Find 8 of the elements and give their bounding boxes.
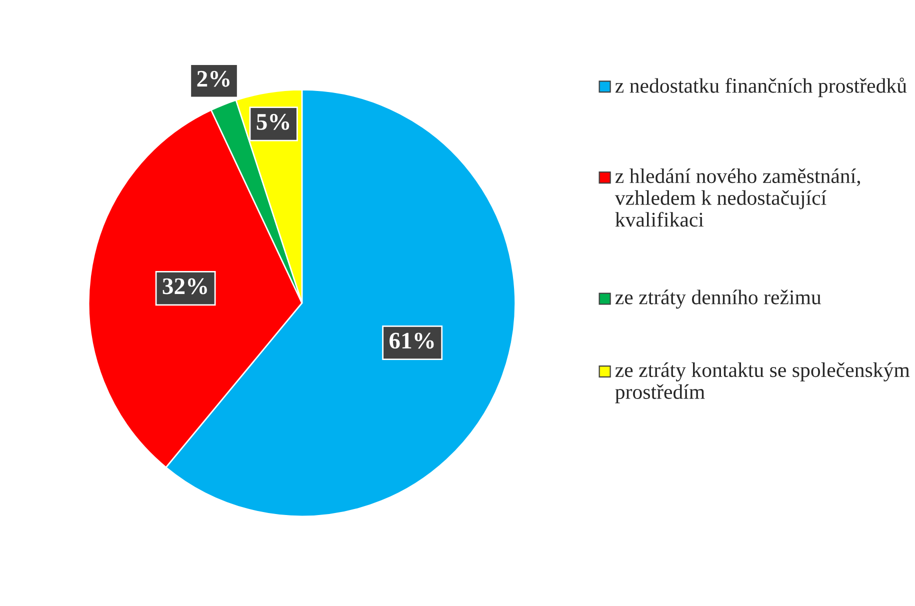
data-label: 2% (197, 70, 230, 87)
legend-label: ze ztráty denního režimu (615, 290, 822, 309)
legend-label: z hledání nového zaměstnání, vzhledem k nedostačující kvalifikaci (614, 168, 860, 227)
data-label: 61% (390, 332, 434, 349)
data-label: 5% (256, 114, 290, 130)
legend-label: z nedostatku finančních prostředků (615, 78, 907, 98)
data-label: 32% (162, 278, 207, 294)
legend-label: ze ztráty kontaktu se společenským prostředím (615, 362, 910, 404)
